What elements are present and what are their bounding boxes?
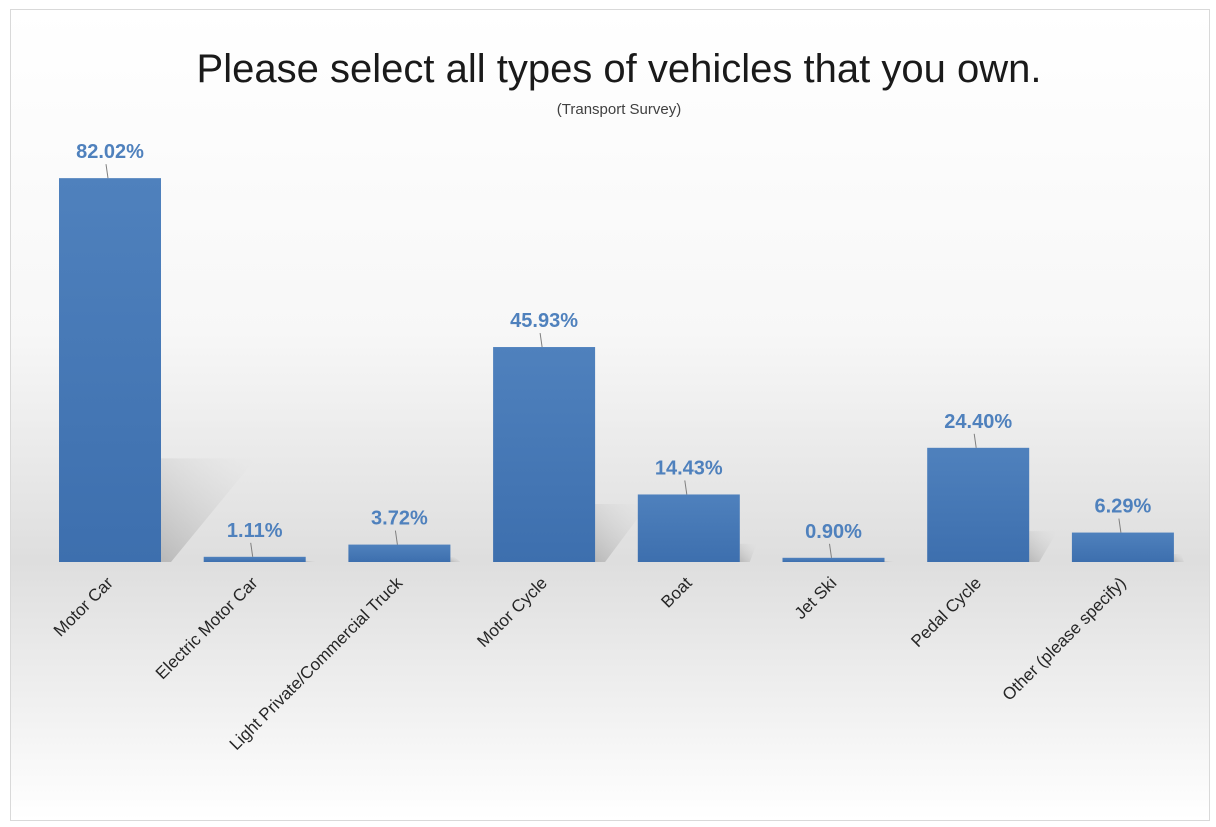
- label-leader-lines: [105, 164, 1122, 558]
- tick-label-pedal-cycle: Pedal Cycle: [907, 573, 985, 651]
- bar-electric-motor-car[interactable]: [203, 556, 306, 562]
- bar-light-private-commercial-truck[interactable]: [348, 544, 451, 562]
- leader-line-light-private-commercial-truck: [394, 530, 398, 545]
- tick-label-other-please-specify: Other (please specify): [999, 573, 1130, 704]
- bar-series: [59, 178, 1174, 562]
- data-label-pedal-cycle: 24.40%: [944, 411, 1012, 433]
- data-label-light-private-commercial-truck: 3.72%: [371, 508, 428, 530]
- leader-line-motor-car: [105, 164, 109, 179]
- chart-subtitle: (Transport Survey): [557, 101, 681, 118]
- bar-motor-cycle[interactable]: [493, 347, 596, 562]
- leader-line-jet-ski: [829, 543, 832, 558]
- bar-motor-car[interactable]: [59, 178, 161, 562]
- bar-other-please-specify[interactable]: [1071, 532, 1174, 562]
- tick-label-light-private-commercial-truck: Light Private/Commercial Truck: [226, 573, 407, 754]
- data-label-motor-cycle: 45.93%: [510, 310, 578, 332]
- tick-label-boat: Boat: [657, 573, 695, 611]
- data-label-boat: 14.43%: [655, 457, 723, 479]
- leader-line-electric-motor-car: [250, 542, 254, 557]
- bar-shadow-other-please-specify: [1173, 554, 1184, 562]
- data-labels: 82.02% 1.11% 3.72% 45.93% 14.43% 0.90% 24.40% 6…: [76, 141, 1151, 543]
- bar-boat[interactable]: [637, 494, 740, 562]
- chart-title: Please select all types of vehicles that…: [197, 47, 1042, 91]
- leader-line-pedal-cycle: [973, 433, 977, 448]
- bar-shadows: [161, 458, 1184, 562]
- bar-shadow-motor-cycle: [595, 503, 649, 562]
- tick-label-electric-motor-car: Electric Motor Car: [152, 573, 262, 683]
- tick-label-motor-cycle: Motor Cycle: [473, 573, 551, 651]
- bar-shadow-boat: [739, 543, 757, 562]
- bar-jet-ski[interactable]: [782, 557, 885, 562]
- leader-line-other-please-specify: [1118, 518, 1122, 533]
- data-label-electric-motor-car: 1.11%: [227, 520, 283, 542]
- bar-shadow-light-private-commercial-truck: [450, 557, 461, 562]
- tick-label-jet-ski: Jet Ski: [791, 573, 841, 623]
- bar-shadow-motor-car: [161, 458, 257, 562]
- data-label-jet-ski: 0.90%: [805, 521, 862, 543]
- leader-line-boat: [684, 480, 688, 495]
- bar-chart: Please select all types of vehicles that…: [50, 47, 1184, 754]
- chart-frame: Please select all types of vehicles that…: [10, 9, 1210, 821]
- bar-shadow-electric-motor-car: [305, 560, 316, 562]
- bar-pedal-cycle[interactable]: [927, 447, 1030, 562]
- leader-line-motor-cycle: [539, 332, 543, 348]
- data-label-other-please-specify: 6.29%: [1095, 496, 1152, 518]
- tick-label-motor-car: Motor Car: [50, 573, 117, 640]
- data-label-motor-car: 82.02%: [76, 141, 144, 163]
- bar-shadow-pedal-cycle: [1029, 531, 1058, 562]
- bar-shadow-jet-ski: [884, 560, 895, 562]
